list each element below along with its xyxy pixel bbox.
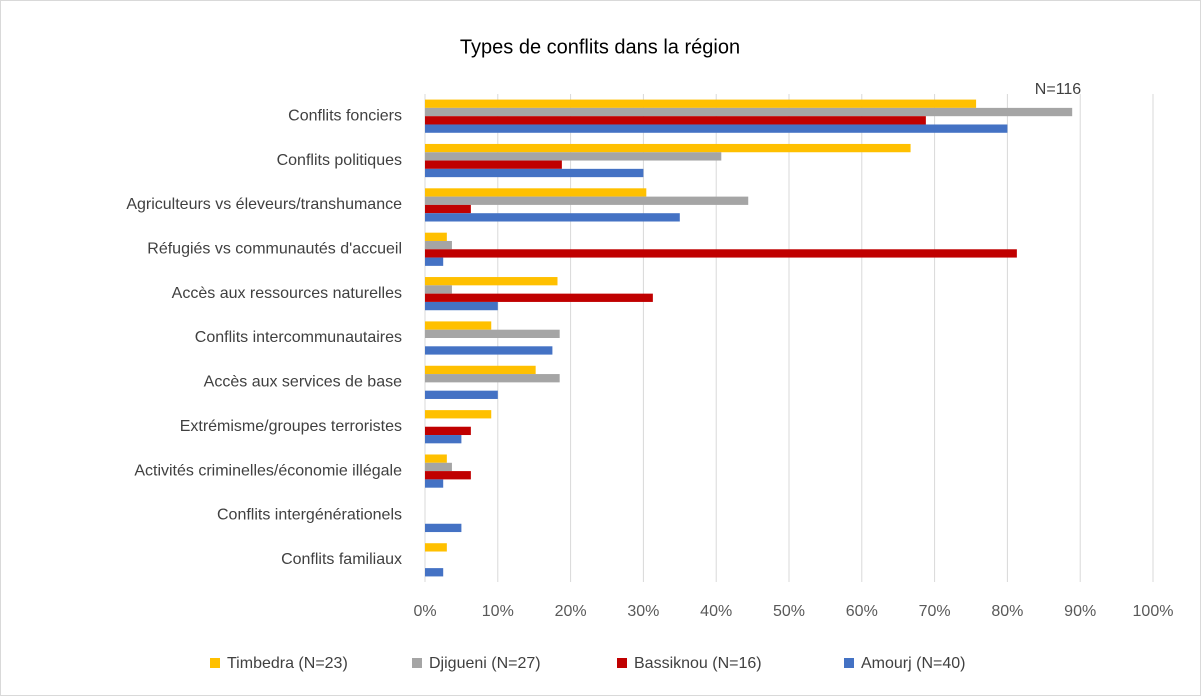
y-tick-label: Accès aux ressources naturelles (172, 285, 402, 302)
bar (425, 390, 498, 399)
bar (425, 152, 722, 161)
bar (425, 232, 447, 241)
y-tick-label: Conflits fonciers (288, 107, 402, 124)
y-tick-label: Conflits intercommunautaires (195, 329, 402, 346)
legend-swatch (412, 658, 422, 668)
bar (425, 293, 653, 302)
bar (425, 329, 560, 338)
legend-label: Amourj (N=40) (861, 655, 965, 672)
bar (425, 365, 536, 375)
bar (425, 99, 977, 108)
bar (425, 346, 553, 355)
x-tick-label: 10% (482, 603, 514, 620)
y-tick-label: Accès aux services de base (204, 374, 402, 391)
bar (425, 107, 1073, 117)
bar (425, 454, 447, 463)
x-tick-label: 30% (627, 603, 659, 620)
x-tick-label: 90% (1064, 603, 1096, 620)
y-tick-label: Conflits familiaux (281, 551, 402, 568)
x-tick-label: 80% (991, 603, 1023, 620)
bar (425, 435, 462, 444)
bar (425, 277, 558, 286)
bar (425, 188, 647, 197)
bar (425, 160, 562, 169)
x-tick-label: 20% (555, 603, 587, 620)
y-tick-label: Conflits intergénérationels (217, 507, 402, 524)
legend-swatch (844, 658, 854, 668)
x-tick-label: 0% (413, 603, 436, 620)
bar (425, 143, 911, 153)
y-tick-label: Conflits politiques (277, 152, 402, 169)
bar (425, 116, 926, 125)
bar (425, 410, 492, 419)
y-tick-label: Activités criminelles/économie illégale (134, 462, 402, 479)
bar (425, 321, 492, 330)
x-tick-label: 50% (773, 603, 805, 620)
y-tick-label: Extrémisme/groupes terroristes (180, 418, 402, 435)
y-tick-label: Réfugiés vs communautés d'accueil (147, 240, 402, 257)
legend-swatch (617, 658, 627, 668)
bar (425, 240, 452, 250)
bar (425, 462, 452, 472)
bar (425, 249, 1017, 258)
y-tick-label: Agriculteurs vs éleveurs/transhumance (126, 196, 402, 213)
bar (425, 213, 680, 222)
x-tick-label: 70% (919, 603, 951, 620)
bar (425, 124, 1008, 133)
bar (425, 301, 498, 311)
bar (425, 479, 444, 488)
legend-label: Timbedra (N=23) (227, 655, 348, 672)
bar (425, 543, 447, 552)
chart-title: Types de conflits dans la région (460, 36, 740, 58)
bar (425, 471, 471, 480)
legend-label: Bassiknou (N=16) (634, 655, 762, 672)
bar (425, 257, 444, 266)
bar (425, 196, 749, 205)
bar (425, 568, 444, 577)
bar (425, 374, 560, 383)
bar (425, 285, 452, 294)
bar (425, 523, 462, 533)
x-tick-label: 60% (846, 603, 878, 620)
legend-label: Djigueni (N=27) (429, 655, 541, 672)
x-tick-label: 100% (1133, 603, 1174, 620)
x-tick-label: 40% (700, 603, 732, 620)
annotation: N=116 (1035, 81, 1082, 98)
bar (425, 426, 471, 436)
bar (425, 168, 644, 178)
legend-swatch (210, 658, 220, 668)
bar (425, 204, 471, 214)
